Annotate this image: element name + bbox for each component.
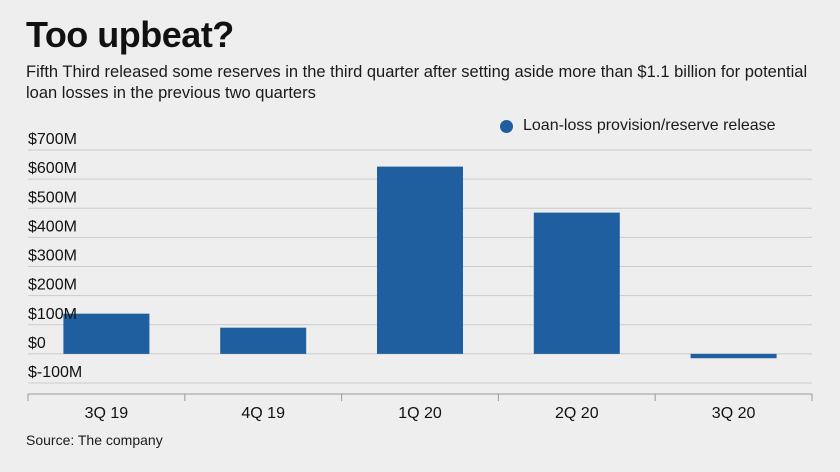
y-tick-label: $400M [28, 218, 77, 235]
x-tick-label: 3Q 20 [712, 405, 756, 422]
legend-label: Loan-loss provision/reserve release [523, 117, 776, 134]
legend-marker [500, 119, 513, 133]
chart-title: Too upbeat? [26, 14, 234, 55]
chart-subtitle: Fifth Third released some reserves in th… [26, 63, 808, 102]
y-tick-label: $200M [28, 277, 77, 294]
chart-legend: Loan-loss provision/reserve release [500, 117, 776, 135]
x-tick-label: 3Q 19 [85, 405, 129, 422]
bar-4q-19 [220, 327, 307, 354]
y-tick-label: $100M [28, 306, 77, 323]
x-tick-label: 1Q 20 [398, 405, 442, 422]
y-tick-label: $500M [28, 189, 77, 206]
y-tick-label: $300M [28, 248, 77, 265]
bar-3q-20 [690, 353, 777, 359]
y-tick-label: $700M [28, 131, 77, 148]
x-tick-label: 2Q 20 [555, 405, 599, 422]
y-tick-label: $600M [28, 160, 77, 177]
source-note: Source: The company [26, 432, 163, 448]
bar-3q-19 [63, 313, 150, 354]
y-tick-label: $-100M [28, 364, 82, 381]
x-tick-label: 4Q 19 [241, 405, 285, 422]
bar-1q-20 [377, 166, 463, 354]
bar-2q-20 [533, 212, 620, 354]
y-tick-label: $0 [28, 335, 46, 352]
